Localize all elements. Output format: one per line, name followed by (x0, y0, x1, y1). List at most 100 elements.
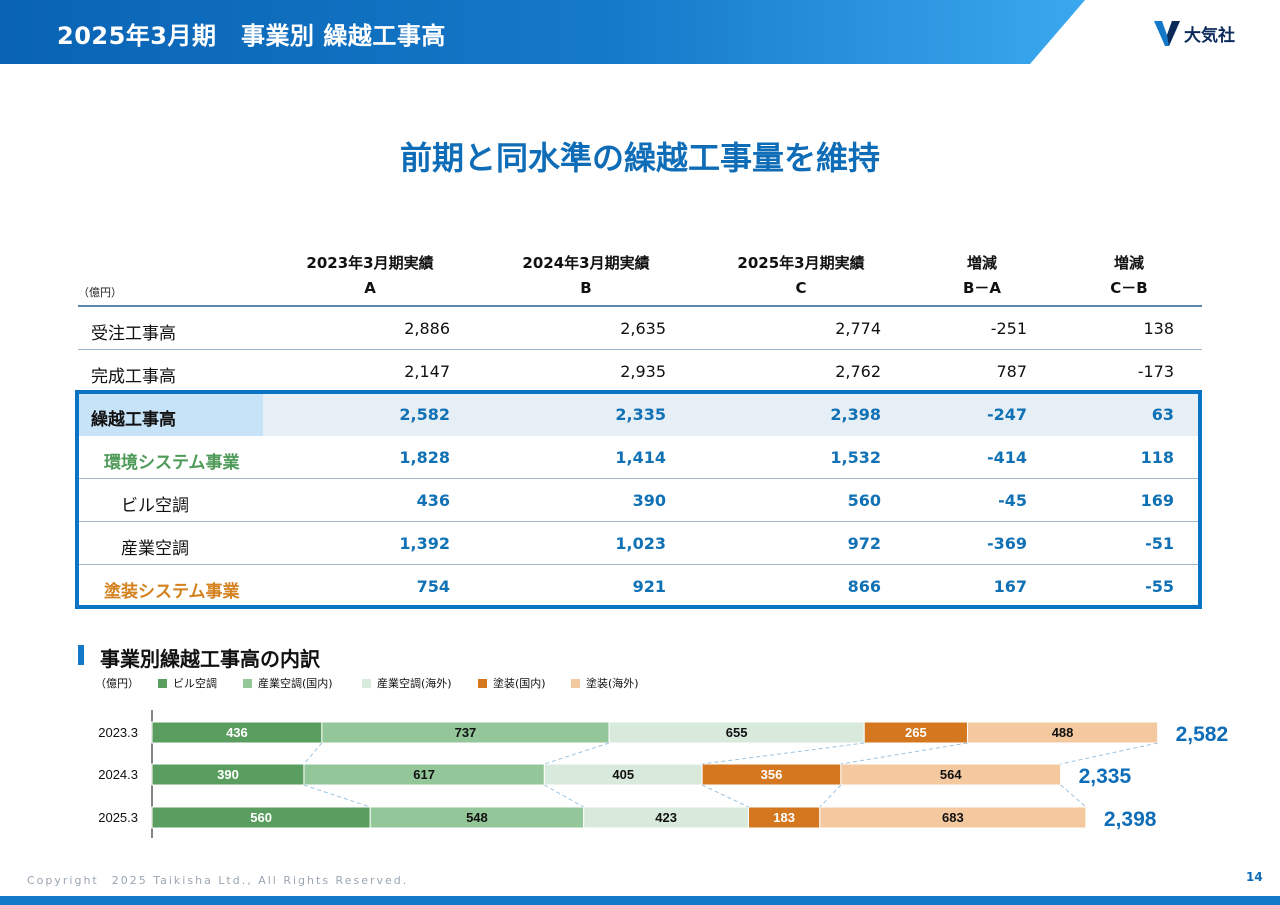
data-label: 405 (612, 767, 634, 782)
column-header-title: 2025年3月期実績 (737, 254, 865, 272)
column-header-sub: B (580, 279, 592, 297)
legend-swatch (158, 678, 167, 688)
row-value: 2,935 (620, 362, 666, 381)
bar-segment (840, 763, 1062, 786)
data-label: 564 (940, 767, 962, 782)
row-value: 2,886 (404, 319, 450, 338)
row-value: -45 (998, 491, 1027, 510)
data-label: 423 (655, 810, 677, 825)
legend-swatch (571, 678, 580, 688)
data-label: 683 (942, 810, 964, 825)
data-label: 356 (761, 767, 783, 782)
row-value: 2,335 (615, 405, 666, 424)
row-value: 169 (1140, 491, 1174, 510)
category-label: 2023.3 (98, 725, 138, 740)
logo-text: 大気社 (1184, 25, 1235, 46)
row-label: 完成工事高 (91, 367, 176, 387)
row-value: 921 (632, 577, 666, 596)
connector-line (1060, 784, 1087, 808)
row-value: -55 (1145, 577, 1174, 596)
column-header-sub: B－A (962, 279, 1002, 297)
connector-line (303, 742, 323, 765)
row-value: 1,392 (399, 534, 450, 553)
row-value: 1,414 (615, 448, 666, 467)
column-header: 増減 C－B (1039, 251, 1219, 301)
table-top-rule (78, 305, 1202, 307)
connector-line (1060, 742, 1158, 765)
row-value: 2,147 (404, 362, 450, 381)
data-label: 436 (226, 725, 248, 740)
row-label: 繰越工事高 (91, 410, 176, 430)
row-value: 436 (416, 491, 450, 510)
row-value: 866 (847, 577, 881, 596)
connector-line (544, 784, 584, 808)
row-value: 2,762 (835, 362, 881, 381)
row-value: 1,828 (399, 448, 450, 467)
row-value: -173 (1137, 362, 1174, 381)
table-row: 産業空調 1,392 1,023 972 -369 -51 (78, 522, 1202, 565)
row-value: 787 (996, 362, 1027, 381)
column-header: 2025年3月期実績 C (711, 251, 891, 301)
category-label: 2025.3 (98, 810, 138, 825)
row-highlight (263, 393, 1202, 436)
row-value: 2,582 (399, 405, 450, 424)
legend-label: 塗装(国内) (493, 677, 546, 690)
connector-line (544, 742, 610, 765)
total-label: 2,335 (1079, 765, 1132, 788)
row-value: 560 (847, 491, 881, 510)
row-value: 167 (993, 577, 1027, 596)
connector-line (303, 784, 371, 808)
legend-label: 塗装(海外) (586, 677, 639, 690)
table-row: 完成工事高 2,147 2,935 2,762 787 -173 (78, 350, 1202, 393)
data-label: 737 (455, 725, 477, 740)
row-value: 754 (416, 577, 450, 596)
row-value: 1,023 (615, 534, 666, 553)
connector-line (819, 784, 842, 808)
row-value: 2,398 (830, 405, 881, 424)
headline: 前期と同水準の繰越工事量を維持 (399, 139, 880, 177)
row-value: 2,635 (620, 319, 666, 338)
total-label: 2,582 (1176, 723, 1229, 746)
legend-item: 産業空調(海外) (362, 675, 452, 691)
legend-swatch (362, 678, 371, 688)
row-value: 1,532 (830, 448, 881, 467)
connector-line (702, 742, 865, 765)
row-value: 118 (1140, 448, 1174, 467)
carryover-highlight-frame (75, 390, 1202, 609)
row-label: 塗装システム事業 (104, 582, 240, 602)
row-value: 390 (632, 491, 666, 510)
logo-mark-icon (1154, 21, 1180, 46)
legend-item: 塗装(国内) (478, 675, 546, 691)
row-value: 2,774 (835, 319, 881, 338)
section-marker (78, 645, 84, 665)
legend-swatch (478, 678, 487, 688)
row-value: 63 (1151, 405, 1174, 424)
company-logo: 大気社 (1152, 18, 1235, 48)
table-row: 塗装システム事業 754 921 866 167 -55 (78, 565, 1202, 608)
legend-swatch (243, 678, 252, 688)
row-value: -51 (1145, 534, 1174, 553)
legend-item: ビル空調 (158, 675, 217, 691)
data-label: 488 (1052, 725, 1074, 740)
data-label: 390 (217, 767, 239, 782)
category-label: 2024.3 (98, 767, 138, 782)
header-bar (0, 0, 1085, 64)
row-value: -251 (990, 319, 1027, 338)
data-label: 265 (905, 725, 927, 740)
column-header: 増減 B－A (892, 251, 1072, 301)
row-label: 受注工事高 (91, 324, 176, 344)
legend-label: 産業空調(国内) (258, 677, 333, 690)
stacked-bar-chart: 2023.3 436 737 655 265 488 2,582 2024.3 390 617 40… (98, 710, 1229, 838)
row-value: -247 (986, 405, 1027, 424)
chart-unit: （億円） (95, 677, 139, 690)
data-label: 548 (466, 810, 488, 825)
row-label: 環境システム事業 (104, 453, 240, 473)
row-label: ビル空調 (121, 496, 189, 516)
column-header: 2023年3月期実績 A (280, 251, 460, 301)
legend-item: 塗装(海外) (571, 675, 639, 691)
row-highlight (78, 393, 263, 436)
legend-label: 産業空調(海外) (377, 677, 452, 690)
data-label: 655 (726, 725, 748, 740)
footer-bar (0, 896, 1280, 905)
row-value: -369 (986, 534, 1027, 553)
